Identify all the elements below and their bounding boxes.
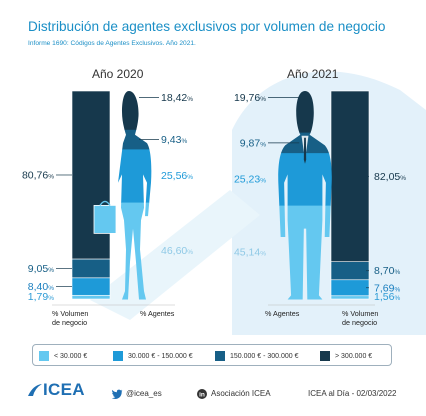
agentes-value-label: 19,76% (234, 92, 266, 104)
legend-item: < 30.000 € (39, 350, 87, 362)
icea-logo-mark-icon (28, 384, 42, 396)
linkedin-link[interactable]: Asociación ICEA (211, 389, 271, 398)
source-note: ICEA al Día - 02/03/2022 (308, 389, 397, 398)
year-label-2020: Año 2020 (92, 67, 144, 81)
legend-swatch (39, 351, 49, 361)
agentes-axis-label: % Agentes (265, 309, 300, 318)
chart-title: Distribución de agentes exclusivos por v… (28, 19, 386, 34)
handbag-strap (99, 200, 111, 206)
agentes-value-label: 46,60% (161, 245, 193, 257)
agentes-value-label: 9,87% (240, 137, 266, 149)
handbag (93, 204, 117, 234)
volumen-bar-segment (71, 294, 111, 300)
volumen-bar-segment (330, 261, 370, 281)
volumen-value-label: 82,05% (374, 171, 406, 183)
volumen-value-label: 1,56% (374, 291, 400, 303)
volumen-bar-segment (71, 258, 111, 279)
volumen-bar-segment (330, 279, 370, 297)
agentes-value-label: 25,56% (161, 170, 193, 182)
volumen-axis-label: % Volumen (52, 309, 88, 318)
volumen-value-label: 8,70% (374, 265, 400, 277)
agentes-value-label: 18,42% (161, 92, 193, 104)
agentes-axis-label: % Agentes (140, 309, 175, 318)
volumen-value-label: 8,40% (28, 281, 54, 293)
agentes-value-label: 45,14% (234, 247, 266, 259)
volumen-value-label: 80,76% (22, 169, 54, 181)
volumen-axis-label-line2: de negocio (52, 318, 87, 327)
volumen-bar-segment (330, 90, 370, 262)
twitter-icon[interactable] (112, 389, 123, 399)
linkedin-icon[interactable]: in (197, 389, 207, 399)
legend-label: > 300.000 € (335, 352, 373, 360)
icea-logo: ICEA (43, 380, 85, 399)
tie (303, 137, 307, 164)
volumen-axis-label-line2: de negocio (342, 318, 377, 327)
legend-item: 30.000 € - 150.000 € (113, 350, 193, 362)
volumen-axis-label: % Volumen (342, 309, 378, 318)
legend-swatch (113, 351, 123, 361)
volumen-value-label: 1,79% (28, 291, 54, 303)
legend-label: 30.000 € - 150.000 € (128, 352, 193, 360)
volumen-value-label: 7,69% (374, 282, 400, 294)
volumen-value-label: 9,05% (28, 263, 54, 275)
agentes-value-label: 25,23% (234, 173, 266, 185)
legend-label: 150.000 € - 300.000 € (230, 352, 299, 360)
legend: < 30.000 € 30.000 € - 150.000 € 150.000 … (32, 344, 392, 366)
legend-item: 150.000 € - 300.000 € (215, 350, 299, 362)
volumen-bar-segment (71, 277, 111, 296)
legend-swatch (320, 351, 330, 361)
volumen-bar-segment (330, 295, 370, 300)
legend-label: < 30.000 € (54, 352, 88, 360)
bg-diagonal-band (90, 190, 260, 320)
chart-subtitle: Informe 1690: Códigos de Agentes Exclusi… (28, 40, 196, 47)
agentes-value-label: 9,43% (161, 134, 187, 146)
legend-swatch (215, 351, 225, 361)
legend-item: > 300.000 € (320, 350, 372, 362)
year-label-2021: Año 2021 (287, 67, 339, 81)
twitter-handle-link[interactable]: @icea_es (126, 389, 162, 398)
svg-text:in: in (199, 392, 205, 399)
agentes-figure-segment (118, 148, 152, 203)
agentes-figure-segment (118, 90, 152, 130)
